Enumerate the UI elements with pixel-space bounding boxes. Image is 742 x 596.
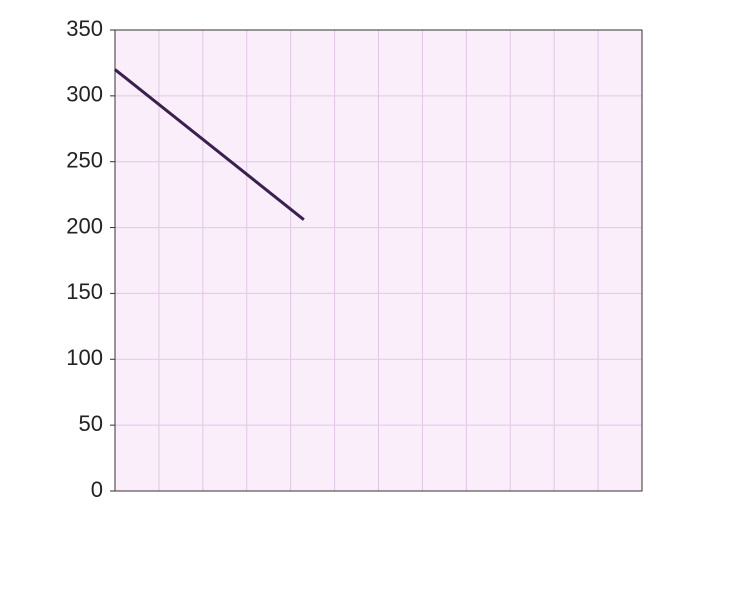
y-tick-label: 100 xyxy=(66,345,103,370)
plot-frame xyxy=(114,29,643,492)
y-tick-label: 200 xyxy=(66,213,103,238)
series-line xyxy=(114,68,305,221)
y-tick-label: 50 xyxy=(79,411,103,436)
y-tick-label: 0 xyxy=(91,477,103,502)
y-tick-label: 150 xyxy=(66,279,103,304)
y-tick-label: 250 xyxy=(66,148,103,173)
y-tick-label: 300 xyxy=(66,82,103,107)
y-tick-label: 350 xyxy=(66,16,103,41)
